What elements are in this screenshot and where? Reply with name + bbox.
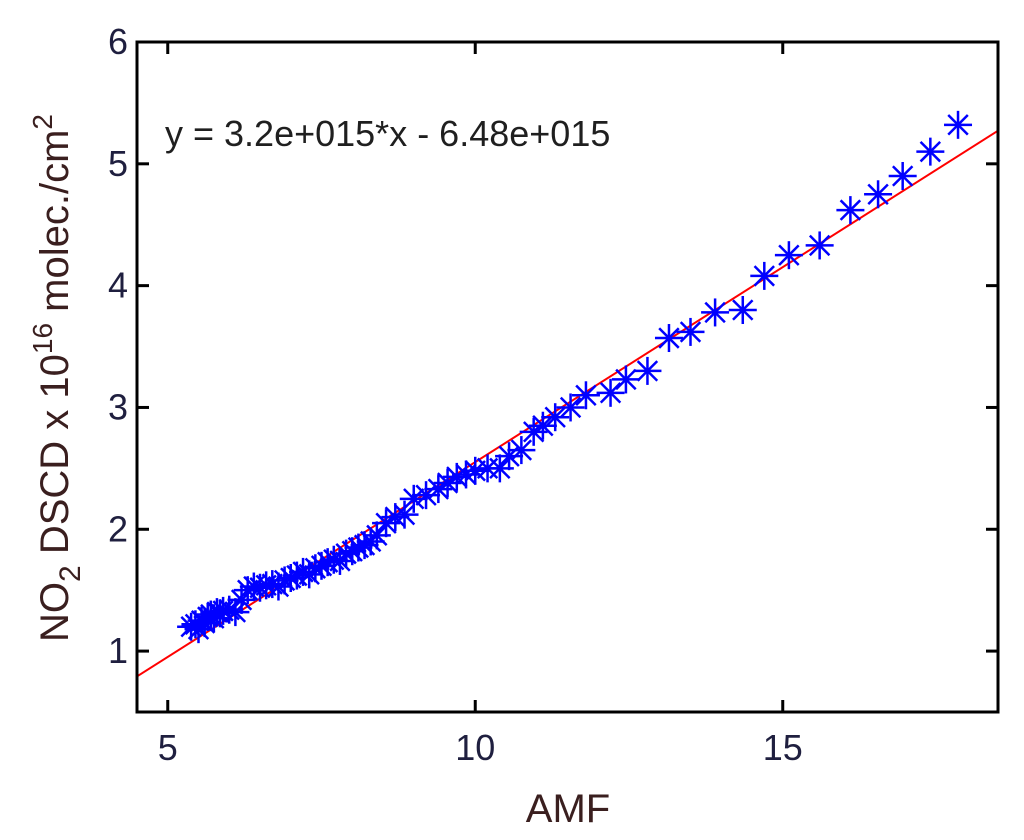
y-axis-title-exp: 16 (27, 323, 58, 354)
data-point (654, 324, 683, 353)
data-point (676, 317, 705, 346)
x-tick-label: 15 (763, 727, 803, 768)
y-axis-title-mid: DSCD x 10 (33, 354, 77, 565)
y-axis-title-unit: molec./cm (33, 130, 77, 323)
y-axis-title-sub: 2 (54, 565, 87, 582)
data-point (556, 393, 585, 422)
data-point (888, 162, 917, 190)
data-point (750, 261, 779, 290)
data-point (221, 598, 250, 627)
data-point (836, 196, 865, 225)
y-tick-label: 3 (108, 386, 128, 427)
data-point (916, 137, 945, 166)
plot-area-frame (135, 40, 1000, 714)
y-tick-label: 4 (108, 265, 128, 306)
data-point (390, 500, 419, 529)
data-point (485, 454, 514, 483)
y-tick-label: 1 (108, 630, 128, 671)
y-axis-ticks: 1 2 3 4 5 6 (108, 21, 998, 671)
y-tick-label: 5 (108, 143, 128, 184)
data-point (507, 436, 536, 465)
data-point (728, 296, 757, 324)
x-tick-label: 5 (158, 727, 178, 768)
x-axis-ticks: 5 10 15 (158, 42, 803, 768)
data-point (805, 231, 834, 260)
fit-equation-annotation: y = 3.2e+015*x - 6.48e+015 (165, 113, 610, 154)
data-point (611, 365, 640, 394)
data-point (541, 403, 570, 432)
data-point (701, 298, 730, 327)
y-axis-title-no: NO (33, 582, 77, 642)
data-point (596, 378, 625, 407)
x-tick-label: 10 (455, 727, 495, 768)
y-axis-title-unit-exp: 2 (27, 114, 58, 130)
y-tick-label: 6 (108, 21, 128, 62)
data-point (944, 110, 973, 139)
data-points (177, 110, 973, 644)
data-point (774, 241, 803, 270)
data-point (495, 442, 524, 471)
y-axis-title: NO2 DSCD x 1016 molec./cm2 (27, 114, 87, 642)
y-tick-label: 2 (108, 508, 128, 549)
data-point (571, 381, 600, 410)
data-point (864, 180, 893, 209)
x-axis-title: AMF (526, 787, 610, 831)
data-point (633, 356, 662, 385)
